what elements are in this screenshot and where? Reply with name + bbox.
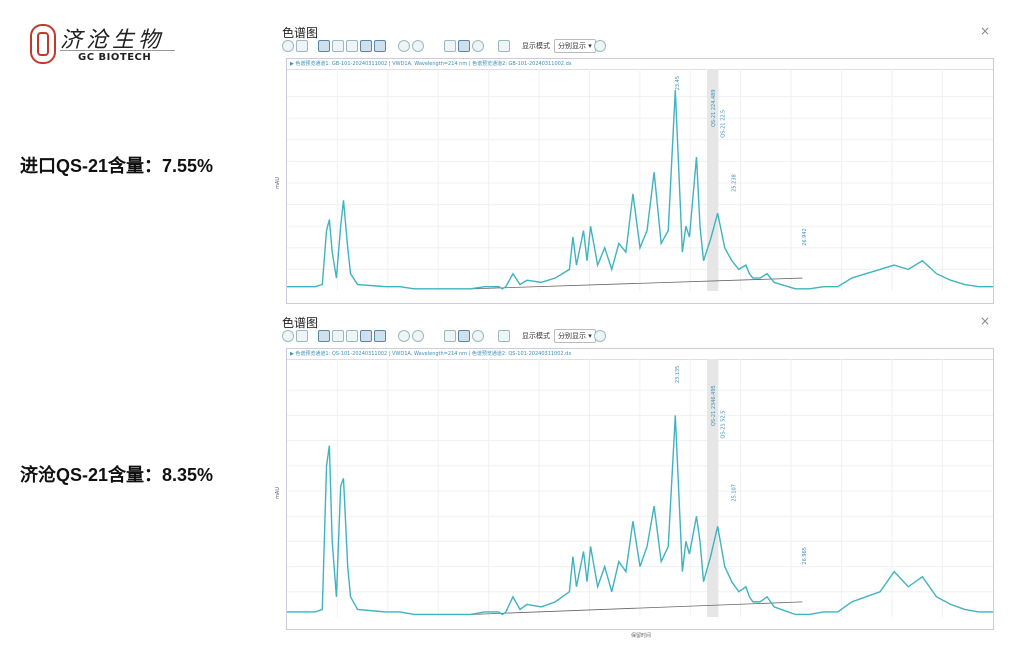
undo-icon[interactable] — [472, 40, 484, 52]
highlight-band — [707, 69, 719, 291]
chart-icon[interactable] — [360, 330, 372, 342]
company-name-cn: 济沧生物 — [60, 28, 165, 53]
peak-label: 25.238 — [731, 174, 737, 192]
image-icon[interactable] — [444, 40, 456, 52]
peak-label: 26.965 — [802, 547, 808, 565]
export-icon[interactable] — [498, 330, 510, 342]
panel-title: 色谱图 — [282, 26, 319, 40]
x-axis-label: 保留时间 — [631, 633, 652, 639]
toolbar: 显示模式 分别显示 ▾ — [282, 329, 982, 346]
gear-icon[interactable] — [594, 40, 606, 52]
peak-view-icon[interactable] — [318, 330, 330, 342]
image-icon[interactable] — [444, 330, 456, 342]
link-edit-icon[interactable] — [412, 330, 424, 342]
highlight-band — [707, 359, 719, 617]
gear-icon[interactable] — [594, 330, 606, 342]
series-line — [287, 415, 993, 616]
link-edit-icon[interactable] — [412, 40, 424, 52]
baseline-line — [470, 277, 803, 290]
link-icon[interactable] — [398, 40, 410, 52]
peak-view-icon[interactable] — [332, 40, 344, 52]
logo-divider — [60, 50, 175, 51]
seal-icon — [30, 24, 56, 64]
baseline-line — [470, 601, 803, 615]
chart-area-icon[interactable] — [374, 330, 386, 342]
y-axis-label: mAU — [274, 487, 281, 499]
peak-view-icon[interactable] — [346, 40, 358, 52]
chromatogram-panel-bottom: 色谱图 × 显示模式 分别显示 ▾ ▶ 色谱预览通道1: QS-101-2024… — [274, 310, 996, 645]
toolbar: 显示模式 分别显示 ▾ — [282, 39, 982, 56]
company-name-en: GC BIOTECH — [78, 52, 152, 63]
display-mode-label: 显示模式 — [522, 42, 550, 50]
peak-label: QS-21 22.5 — [721, 110, 727, 138]
peak-label: 23.45 — [675, 76, 681, 90]
chromatogram-svg: 23.135 QS-21 2346.495 QS-21 52.5 25.107 26.9… — [287, 359, 993, 617]
company-logo: 济沧生物 GC BIOTECH — [30, 20, 190, 72]
peak-view-icon[interactable] — [332, 330, 344, 342]
peak-label: 26.942 — [802, 228, 808, 246]
chromatogram-plot: ▶ 色谱预览通道1: GB-101-20240311002 | VWD1A, W… — [286, 58, 994, 304]
chromatogram-svg: 23.45 QS-21 224.489 QS-21 22.5 25.238 26.942 — [287, 69, 993, 291]
chart-area-icon[interactable] — [374, 40, 386, 52]
export-icon[interactable] — [498, 40, 510, 52]
panel-title: 色谱图 — [282, 316, 319, 330]
undo-icon[interactable] — [472, 330, 484, 342]
hand-icon[interactable] — [458, 330, 470, 342]
zoom-icon[interactable] — [282, 330, 294, 342]
display-mode-label: 显示模式 — [522, 332, 550, 340]
axis-tool-icon[interactable] — [296, 330, 308, 342]
display-mode-select[interactable]: 分别显示 ▾ — [554, 39, 596, 53]
peak-view-icon[interactable] — [346, 330, 358, 342]
peak-view-icon[interactable] — [318, 40, 330, 52]
peak-label: 23.135 — [675, 366, 681, 384]
peak-label: QS-21 52.5 — [721, 411, 727, 439]
chart-icon[interactable] — [360, 40, 372, 52]
hand-icon[interactable] — [458, 40, 470, 52]
chromatogram-plot: ▶ 色谱预览通道1: QS-101-20240311002 | VWD1A, W… — [286, 348, 994, 630]
close-button[interactable]: × — [979, 24, 990, 38]
close-button[interactable]: × — [979, 314, 990, 328]
import-qs21-content-label: 进口QS-21含量：7.55% — [20, 156, 214, 176]
series-line — [287, 90, 993, 290]
y-axis-label: mAU — [274, 177, 281, 189]
link-icon[interactable] — [398, 330, 410, 342]
axis-tool-icon[interactable] — [296, 40, 308, 52]
display-mode-select[interactable]: 分别显示 ▾ — [554, 329, 596, 343]
peak-label: QS-21 2346.495 — [711, 385, 717, 426]
peak-label: QS-21 224.489 — [711, 89, 717, 127]
peak-label: 25.107 — [731, 484, 737, 502]
chromatogram-panel-top: 色谱图 × 显示模式 分别显示 ▾ ▶ 色谱预览通道1: GB-101-2024… — [274, 20, 996, 310]
gc-qs21-content-label: 济沧QS-21含量：8.35% — [20, 465, 214, 485]
zoom-icon[interactable] — [282, 40, 294, 52]
